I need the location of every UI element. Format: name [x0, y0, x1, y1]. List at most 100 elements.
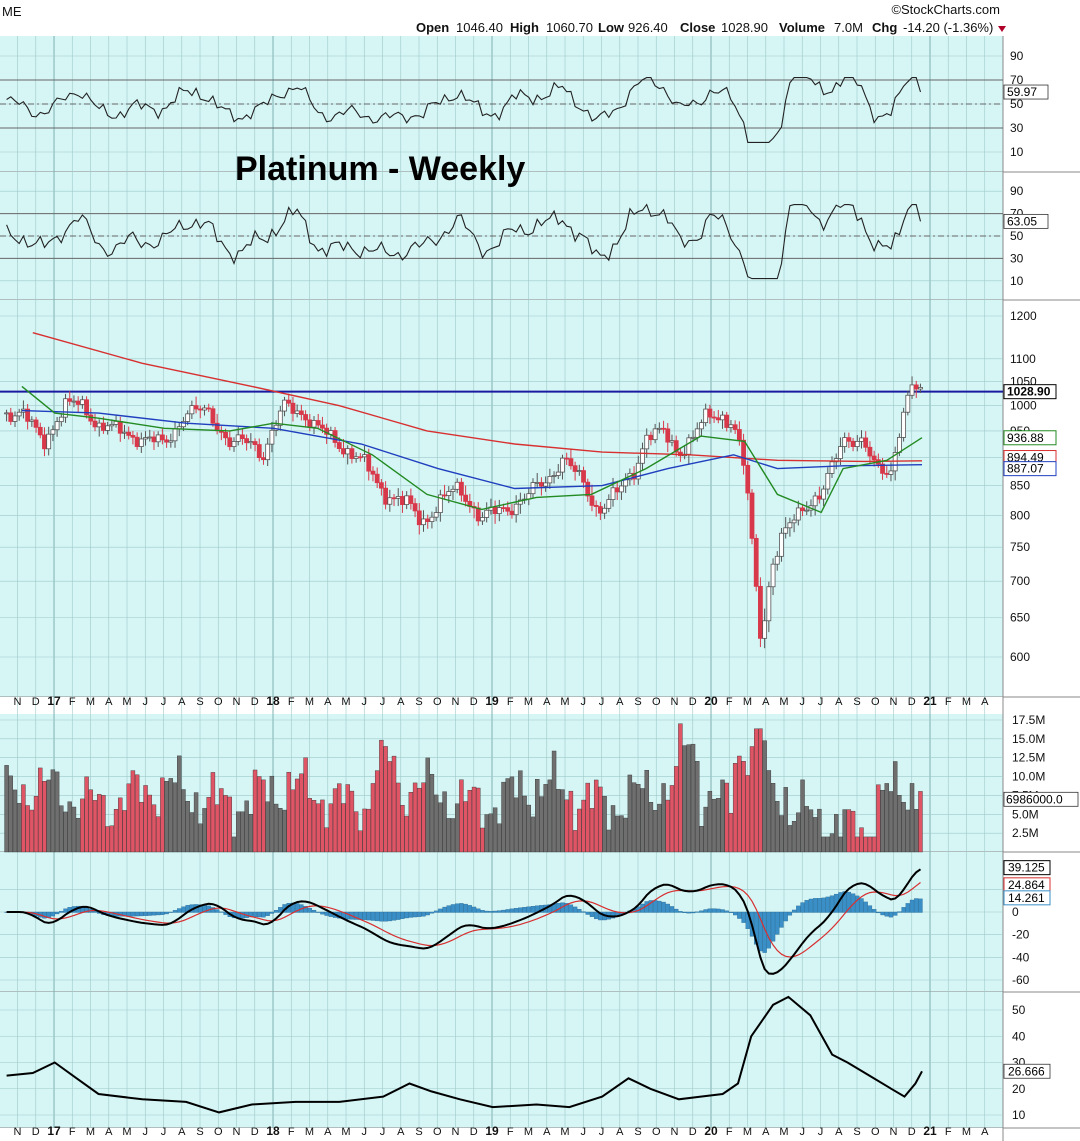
volume-tag-label: 6986000.0 [1006, 792, 1063, 806]
candle-body [155, 434, 161, 443]
candle-body [400, 496, 405, 505]
candle-body [736, 429, 742, 441]
month-label: D [470, 1126, 478, 1138]
volume-bar [33, 796, 39, 853]
volume-bar [766, 770, 772, 853]
volume-bar [593, 779, 599, 853]
macd-hist-bar [362, 911, 367, 920]
rsi-tick-label: 70 [1010, 73, 1024, 87]
volume-bar [240, 811, 245, 853]
volume-tick-label: 17.5M [1012, 713, 1045, 727]
candle-body [117, 421, 123, 434]
macd-line [6, 868, 922, 975]
candle-body [303, 414, 308, 421]
month-label: M [743, 696, 752, 708]
candle-body [42, 434, 47, 450]
macd-hist-bar [825, 896, 830, 913]
volume-bar [67, 801, 72, 853]
volume-bar [615, 815, 620, 853]
month-label: A [835, 1126, 843, 1138]
month-label: J [599, 1126, 605, 1138]
macd-hist-bar [901, 907, 906, 913]
macd-hist-bar [720, 909, 725, 913]
macd-hist-bar [345, 911, 350, 920]
month-label: J [818, 696, 824, 708]
rsi-value-label: 63.05 [1007, 214, 1037, 228]
volume-bar [804, 806, 809, 853]
ma-red-tag: 894.49 [1007, 451, 1044, 465]
volume-bar [316, 803, 321, 853]
candle-body [623, 479, 629, 487]
month-label: F [69, 696, 76, 708]
ma-200-line [32, 332, 923, 463]
candle-body [821, 488, 826, 500]
macd-hist-bar [408, 911, 414, 918]
volume-bar [147, 794, 152, 853]
volume-bar [577, 808, 582, 853]
macd-hist-bar [248, 911, 253, 918]
volume-bar [8, 775, 13, 853]
volume-bar [421, 782, 426, 853]
month-label: F [69, 1126, 76, 1138]
volume-bar [379, 739, 384, 853]
volume-bar [172, 782, 178, 853]
candle-body [766, 586, 772, 622]
candle-body [130, 435, 136, 438]
macd-hist-bar [459, 903, 464, 913]
volume-bar [282, 809, 287, 853]
month-label: M [962, 696, 971, 708]
volume-bar [783, 787, 788, 853]
volume-bar [652, 810, 658, 853]
month-label: A [397, 1126, 405, 1138]
macd-hist-bar [164, 911, 169, 915]
volume-bar [17, 803, 22, 853]
macd-hist-bar [711, 908, 717, 913]
candle-body [884, 472, 890, 475]
candle-body [58, 416, 64, 423]
volume-bar [122, 810, 127, 853]
rsi-tick-label: 50 [1010, 97, 1024, 111]
candle-body [84, 399, 89, 416]
month-label: D [689, 696, 697, 708]
candle-body [501, 507, 506, 509]
month-label: N [14, 696, 22, 708]
macd-hist-bar [269, 911, 275, 914]
close-label: Close [680, 20, 715, 35]
candle-body [787, 522, 793, 529]
volume-bar [846, 809, 852, 853]
macd-tag-box [1003, 890, 1051, 906]
price-tick-label: 800 [1010, 508, 1030, 522]
candle-body [871, 455, 877, 461]
month-label: M [779, 1126, 788, 1138]
month-label: J [800, 696, 806, 708]
candle-body [724, 414, 730, 428]
volume-bar [164, 781, 169, 853]
macd-hist-bar [210, 907, 216, 913]
candle-body [850, 440, 856, 447]
macd-signal-line [6, 882, 921, 958]
candle-body [644, 434, 650, 450]
month-label: D [908, 1126, 916, 1138]
volume-bar [480, 827, 485, 853]
macd-hist-bar [307, 907, 312, 913]
candle-body [783, 527, 789, 534]
down-arrow-icon [998, 26, 1006, 32]
ma-20-line [21, 385, 923, 514]
candle-body [589, 495, 595, 506]
month-label: D [251, 696, 259, 708]
panel-bg-low [0, 992, 1003, 1128]
volume-bar [425, 757, 430, 853]
volume-bar [307, 798, 312, 853]
macd-hist-bar [273, 910, 279, 913]
candle-body [812, 495, 818, 507]
month-label: M [560, 1126, 569, 1138]
lower-indicator-line [6, 995, 923, 1114]
month-label: J [581, 1126, 587, 1138]
candle-body [913, 384, 919, 390]
month-label: A [762, 1126, 770, 1138]
candle-body [54, 421, 60, 431]
macd-hist-bar [733, 911, 738, 916]
volume-bar [711, 798, 717, 853]
candle-body [75, 400, 81, 405]
volume-bar [303, 757, 308, 853]
